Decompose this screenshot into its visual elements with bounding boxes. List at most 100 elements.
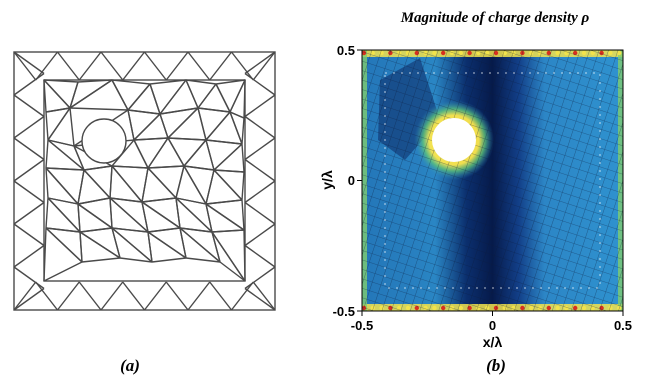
mesh-edge [47,139,75,147]
mesh-edge [109,197,113,229]
mesh-edge [141,167,149,203]
mesh-edge [45,111,49,141]
y-tick-label: 0.5 [337,43,355,58]
mesh-edge [243,79,246,119]
y-axis-label: y/λ [319,170,335,190]
mesh-edge [151,257,187,263]
mesh-edge [83,169,111,199]
mesh-edge [143,51,167,81]
mesh-edge [100,281,124,311]
mesh-edge [13,266,45,290]
mesh-edge [252,51,276,81]
mesh-edge [244,287,276,311]
mesh-edge [147,137,169,169]
mesh-edge [205,199,243,205]
mesh-edge [109,197,149,233]
mesh-edge [47,107,71,141]
mesh-edge [244,115,276,139]
mesh-edge [45,167,49,199]
mesh-edge [147,165,185,169]
mesh-edge [175,197,207,205]
mesh-edge [167,137,185,167]
mesh-edge [43,79,47,113]
mesh-edge [79,227,113,233]
x-axis: -0.5 0 0.5 x/λ [351,311,632,350]
mesh-edge [209,51,233,81]
mesh-cells-overlay [362,50,623,311]
mesh-edge [205,139,215,171]
mesh-edge [43,79,79,83]
mesh-edge [211,231,246,282]
mesh-edge [78,281,102,311]
x-tick-label: 0.5 [614,318,632,333]
mesh-edge [183,165,215,171]
mesh-edge [45,167,85,171]
mesh-edge [175,197,213,233]
mesh-edge [69,107,75,147]
mesh-edge [119,257,153,263]
mesh-inner-boundary [43,79,246,282]
mesh-edge [141,197,177,203]
y-axis: 0.5 0 -0.5 y/λ [319,43,362,319]
mesh-edge [179,227,187,259]
mesh-edge [109,197,143,203]
mesh-edge [211,231,221,263]
inner-boundary-dots [384,72,601,289]
mesh-edge [185,79,199,109]
mesh-edge [205,169,215,205]
mesh-edge [45,197,49,229]
mesh-edge [45,167,79,205]
mesh-edge [185,257,221,263]
mesh-edge [111,79,129,111]
mesh-edge [77,203,81,233]
mesh-edge [241,117,245,145]
mesh-edge [241,143,245,173]
panel-a-mesh [13,51,276,311]
mesh-edge [109,165,113,199]
mesh-edge [147,227,181,233]
mesh-edge [159,113,169,139]
mesh-edge [244,223,276,247]
mesh-edge [69,81,79,109]
mesh-edge [56,51,80,81]
mesh-edge [13,94,45,118]
mesh-edge [187,51,211,81]
mesh-edge [111,79,151,85]
mesh-edge [187,281,211,311]
mesh-edge [13,137,45,161]
mesh-edge [175,165,185,199]
mesh-edge [213,169,245,173]
x-tick-label: -0.5 [351,318,373,333]
mesh-edge [241,171,245,201]
mesh-edge [213,143,243,171]
mesh-edge [77,79,113,83]
mesh-edge [133,137,169,141]
mesh-edge [43,261,83,282]
mesh-edge [111,227,121,259]
mesh-edge [244,201,276,225]
mesh-edge [79,231,121,259]
mesh-edge [243,229,246,282]
mesh-edge [159,107,199,115]
mesh-edge [229,111,243,145]
mesh-edge [165,51,189,81]
mesh-edge [143,281,167,311]
mesh-edge [147,167,177,199]
mesh-edge [185,79,217,85]
mesh-edge [56,281,80,311]
mesh-edge [209,281,233,311]
y-tick-label: 0 [348,173,355,188]
mesh-edge [100,51,124,81]
mesh-edge [244,180,276,204]
mesh-edge [13,51,37,81]
mesh-edge [111,165,143,203]
x-axis-label: x/λ [483,334,503,350]
mesh-edge [127,109,135,141]
mesh-edge [73,145,85,171]
mesh-edge [79,231,83,263]
mesh-edge [149,79,187,85]
density-hole [432,118,476,162]
mesh-edge [213,169,243,201]
mesh-edge [13,115,45,139]
